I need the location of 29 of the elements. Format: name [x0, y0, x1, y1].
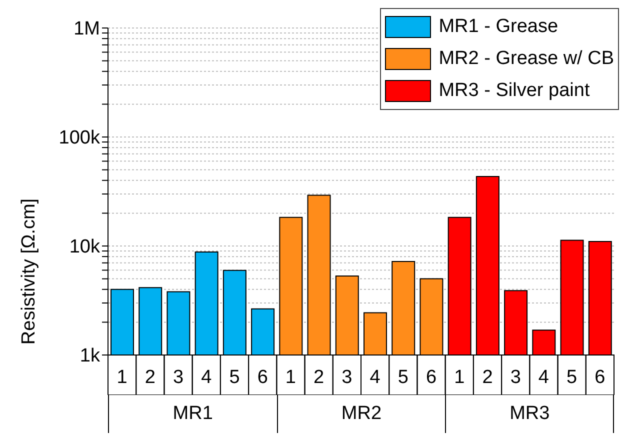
- x-tick-label: 3: [342, 367, 352, 388]
- y-tick-label: 1k: [80, 346, 100, 367]
- x-tick-label: 2: [144, 367, 156, 388]
- text: MR1: [108, 395, 277, 433]
- x-tick-label: 5: [398, 367, 408, 388]
- legend-label: MR1 - Grease: [438, 16, 558, 38]
- y-tick-label: 100k: [58, 128, 100, 149]
- legend-label: MR3 - Silver paint: [438, 80, 590, 102]
- x-tick-label: 3: [172, 367, 184, 388]
- x-tick-label: 2: [314, 367, 324, 388]
- x-tick-label: 1: [116, 367, 128, 388]
- y-axis-title: Resistivity [Ω.cm]: [18, 198, 40, 345]
- x-tick-label: 4: [201, 367, 212, 388]
- x-tick-label: 2: [482, 367, 493, 388]
- x-tick-label: 6: [257, 367, 268, 388]
- x-tick-label: 6: [426, 367, 437, 388]
- legend-label: MR2 - Grease w/ CB: [438, 48, 614, 70]
- x-tick-label: 5: [229, 367, 240, 388]
- x-tick-label: 5: [566, 367, 578, 388]
- x-tick-label: 4: [370, 367, 381, 388]
- x-tick-label: 4: [538, 367, 550, 388]
- x-tick-label: 3: [510, 367, 521, 388]
- x-tick-label: 6: [594, 367, 606, 388]
- text: MR2: [276, 395, 446, 433]
- x-tick-label: 1: [454, 367, 465, 388]
- x-tick-label: 1: [285, 367, 296, 388]
- text: MR3: [445, 395, 614, 433]
- y-tick-label: 10k: [69, 236, 100, 258]
- y-tick-label: 1M: [74, 18, 100, 40]
